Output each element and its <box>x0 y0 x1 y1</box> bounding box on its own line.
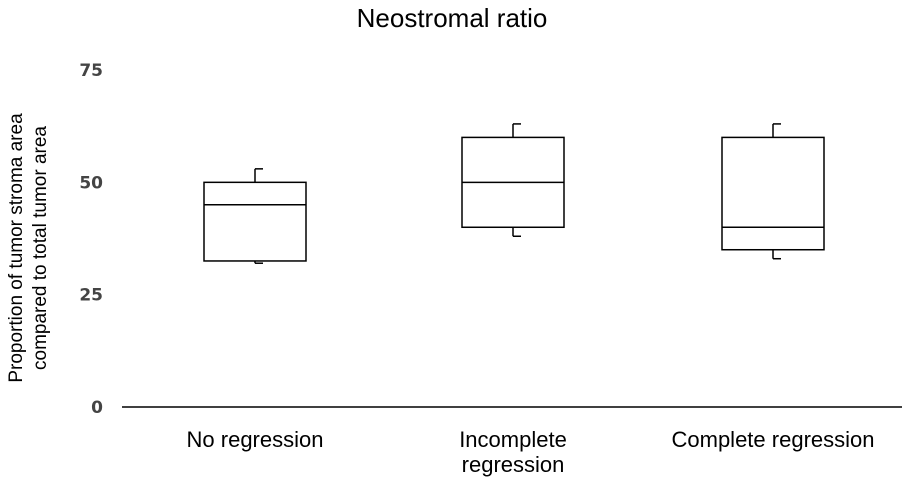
y-axis-label: Proportion of tumor stroma area compared… <box>6 113 51 383</box>
box-2 <box>461 123 565 238</box>
box-1 <box>203 168 307 264</box>
box-series <box>203 123 825 264</box>
y-axis-label-line-1: Proportion of tumor stroma area <box>6 113 27 383</box>
x-category-label: Complete regression <box>672 427 875 452</box>
y-axis-ticks: 0 25 50 75 <box>79 61 103 418</box>
y-axis-label-line-2: compared to total tumor area <box>30 126 51 370</box>
y-tick-label: 0 <box>91 398 103 418</box>
y-tick-label: 75 <box>79 61 103 81</box>
y-tick-label: 25 <box>79 286 103 306</box>
y-tick-label: 50 <box>79 173 103 193</box>
box-3 <box>721 123 825 260</box>
box-body <box>721 136 825 251</box>
box-body <box>203 181 307 262</box>
x-category-label: No regression <box>187 427 324 452</box>
x-category-label: Incomplete <box>459 427 567 452</box>
chart-title: Neostromal ratio <box>357 3 548 33</box>
x-category-label: regression <box>462 452 565 477</box>
